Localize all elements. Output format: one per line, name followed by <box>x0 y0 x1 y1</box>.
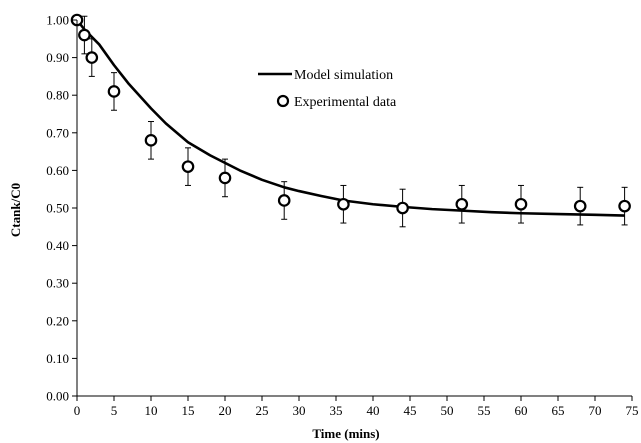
x-tick-label: 70 <box>589 403 602 418</box>
model-simulation-layer <box>75 19 625 217</box>
x-tick-label: 35 <box>330 403 343 418</box>
x-tick-label: 10 <box>145 403 158 418</box>
legend-circle-marker <box>276 94 290 108</box>
x-tick-label: 30 <box>293 403 306 418</box>
x-tick-label: 55 <box>478 403 491 418</box>
x-tick-label: 40 <box>367 403 380 418</box>
x-tick-label: 0 <box>74 403 81 418</box>
y-tick-label: 0.60 <box>46 163 69 178</box>
legend-model-label: Model simulation <box>294 68 393 83</box>
y-tick-label: 0.70 <box>46 125 69 140</box>
x-tick-label: 25 <box>256 403 269 418</box>
y-tick-label: 0.40 <box>46 238 69 253</box>
legend-experimental-label: Experimental data <box>294 95 397 110</box>
data-point <box>573 199 587 213</box>
y-tick-label: 0.90 <box>46 50 69 65</box>
x-tick-label: 65 <box>552 403 565 418</box>
model-simulation-line <box>75 19 625 217</box>
x-tick-label: 15 <box>182 403 195 418</box>
data-point <box>396 201 409 215</box>
y-tick-label: 1.00 <box>46 13 69 28</box>
axes <box>72 19 633 401</box>
x-tick-label: 20 <box>219 403 232 418</box>
x-tick-label: 75 <box>626 403 639 418</box>
data-point <box>277 194 291 207</box>
data-point <box>455 197 469 211</box>
data-point <box>78 28 91 42</box>
y-tick-label: 0.30 <box>46 276 69 291</box>
x-tick-label: 5 <box>111 403 118 418</box>
tick-labels: 0.00 0.10 0.20 0.30 0.40 0.50 0.60 0.70 0.80 0.90… <box>46 13 638 419</box>
y-axis-title: Ctank/C0 <box>8 183 23 237</box>
x-tick-label: 60 <box>515 403 528 418</box>
y-tick-label: 0.00 <box>46 389 69 404</box>
y-tick-label: 0.50 <box>46 201 69 216</box>
y-tick-label: 0.10 <box>46 351 69 366</box>
experimental-data-layer <box>70 13 631 228</box>
data-point <box>85 51 99 64</box>
data-point <box>181 160 195 173</box>
data-point <box>337 197 350 211</box>
x-tick-label: 45 <box>404 403 417 418</box>
x-tick-label: 50 <box>441 403 454 418</box>
data-point <box>218 171 232 185</box>
legend: Model simulation Experimental data <box>258 68 397 110</box>
data-point <box>618 199 631 213</box>
data-point <box>514 197 528 211</box>
data-point <box>107 85 121 98</box>
x-axis-title: Time (mins) <box>312 426 379 441</box>
y-tick-label: 0.80 <box>46 88 69 103</box>
data-point <box>144 134 158 147</box>
y-tick-label: 0.20 <box>46 313 69 328</box>
